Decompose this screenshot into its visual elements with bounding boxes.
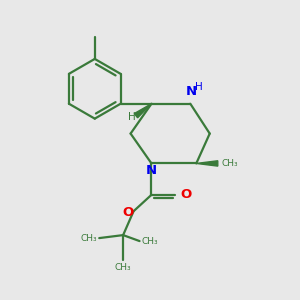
Text: N: N xyxy=(146,164,157,177)
Text: CH₃: CH₃ xyxy=(142,237,159,246)
Polygon shape xyxy=(196,161,218,166)
Polygon shape xyxy=(134,104,152,118)
Text: O: O xyxy=(123,206,134,219)
Text: CH₃: CH₃ xyxy=(221,159,238,168)
Text: H: H xyxy=(128,112,136,122)
Text: CH₃: CH₃ xyxy=(115,263,131,272)
Text: O: O xyxy=(180,188,191,201)
Text: N: N xyxy=(185,85,197,98)
Text: H: H xyxy=(195,82,203,92)
Text: CH₃: CH₃ xyxy=(80,234,97,243)
